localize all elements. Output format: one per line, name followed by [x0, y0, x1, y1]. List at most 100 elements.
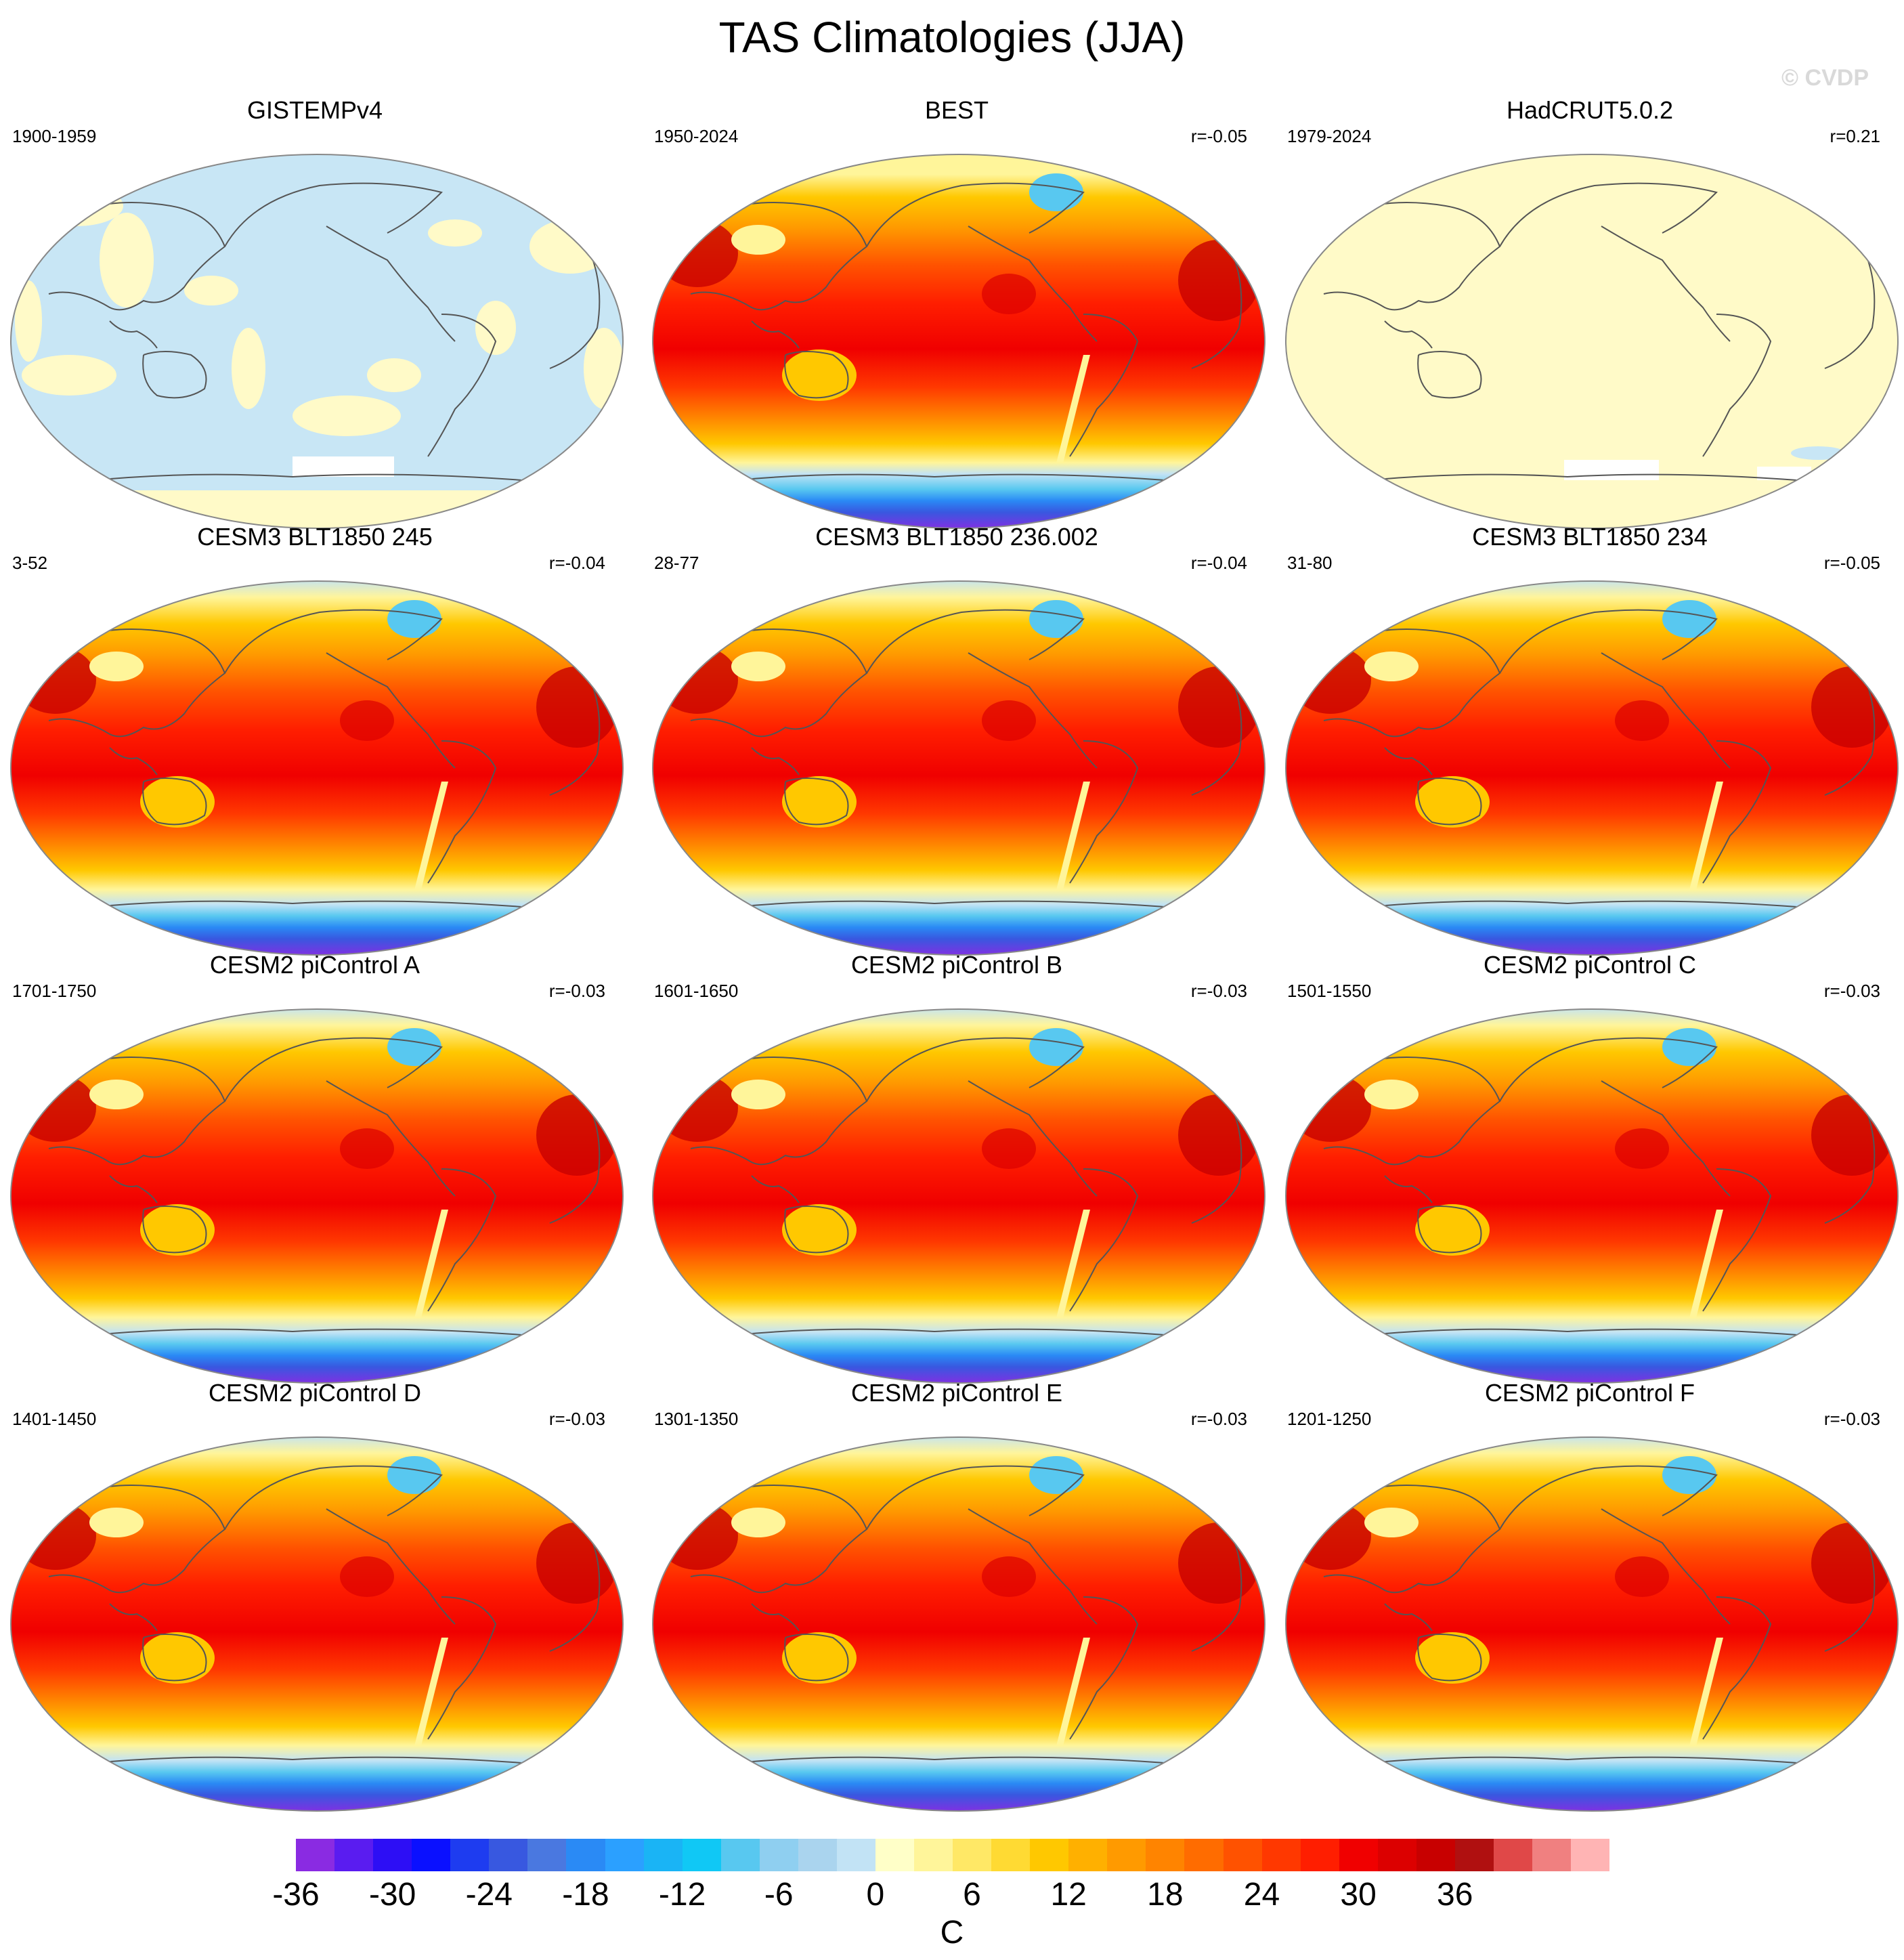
colorbar-swatch — [953, 1839, 992, 1871]
panel-correlation: r=-0.03 — [548, 981, 605, 1001]
colorbar-swatch — [798, 1839, 837, 1871]
world-map — [652, 1008, 1265, 1384]
world-map — [10, 580, 624, 956]
colorbar-tick-label: 18 — [1147, 1877, 1184, 1913]
colorbar-swatch — [1377, 1839, 1416, 1871]
map-panel: CESM2 piControl E 1301-1350 r=-0.03 — [642, 1379, 1272, 1812]
map-panel: HadCRUT5.0.2 1979-2024 r=0.21 — [1275, 96, 1904, 530]
panel-correlation: r=-0.04 — [548, 553, 605, 573]
panel-correlation: r=-0.05 — [1823, 553, 1880, 573]
panel-correlation: r=-0.03 — [548, 1409, 605, 1429]
colorbar-swatch — [1454, 1839, 1494, 1871]
panel-year-range: 1701-1750 — [12, 981, 97, 1001]
panel-title: CESM2 piControl F — [1484, 1379, 1695, 1407]
colorbar-swatch — [373, 1839, 412, 1871]
panel-title: CESM3 BLT1850 245 — [197, 523, 433, 551]
panel-year-range: 1501-1550 — [1287, 981, 1372, 1001]
world-map — [652, 154, 1265, 529]
colorbar-tick-label: -12 — [658, 1877, 706, 1913]
world-map — [10, 154, 624, 529]
colorbar-swatch — [1416, 1839, 1455, 1871]
map-panel: CESM3 BLT1850 236.002 28-77 r=-0.04 — [642, 523, 1272, 956]
map-panel: CESM2 piControl B 1601-1650 r=-0.03 — [642, 951, 1272, 1384]
colorbar-swatch — [1107, 1839, 1146, 1871]
panel-title: CESM3 BLT1850 234 — [1472, 523, 1708, 551]
colorbar-tick-labels: -36 -30 -24 -18 -12 -6 0 6 12 18 24 30 36 — [272, 1876, 1609, 1917]
panel-year-range: 1301-1350 — [654, 1409, 739, 1429]
panel-year-range: 28-77 — [654, 553, 699, 573]
colorbar-swatch — [1146, 1839, 1185, 1871]
panel-title: BEST — [924, 96, 989, 124]
colorbar-swatch — [643, 1839, 683, 1871]
world-map — [10, 1436, 624, 1812]
map-panel: CESM2 piControl F 1201-1250 r=-0.03 — [1275, 1379, 1904, 1812]
world-map — [1285, 1008, 1899, 1384]
colorbar-swatch — [296, 1839, 335, 1871]
panel-year-range: 1900-1959 — [12, 126, 97, 146]
colorbar-swatch — [1532, 1839, 1572, 1871]
panel-title: HadCRUT5.0.2 — [1506, 96, 1674, 124]
colorbar-swatch — [1339, 1839, 1378, 1871]
world-map — [652, 580, 1265, 956]
colorbar-unit-label: C — [940, 1915, 964, 1951]
colorbar-swatch — [1300, 1839, 1339, 1871]
world-map — [1285, 1436, 1899, 1812]
colorbar-tick-label: -30 — [368, 1877, 416, 1913]
world-map — [652, 1436, 1265, 1812]
colorbar-tick-label: -36 — [272, 1877, 320, 1913]
world-map — [1285, 580, 1899, 956]
map-panel: CESM2 piControl D 1401-1450 r=-0.03 — [0, 1379, 630, 1812]
colorbar-tick-label: 12 — [1050, 1877, 1087, 1913]
panel-correlation: r=-0.03 — [1190, 981, 1247, 1001]
colorbar-swatch — [1223, 1839, 1262, 1871]
panel-year-range: 31-80 — [1287, 553, 1333, 573]
colorbar-swatch — [1184, 1839, 1224, 1871]
panel-title: CESM2 piControl D — [208, 1379, 422, 1407]
panel-title: CESM2 piControl C — [1483, 951, 1697, 979]
panel-correlation: r=-0.04 — [1190, 553, 1247, 573]
colorbar-swatch — [489, 1839, 528, 1871]
colorbar-swatch — [759, 1839, 798, 1871]
panel-correlation: r=-0.03 — [1823, 1409, 1880, 1429]
panel-correlation: r=-0.05 — [1190, 126, 1247, 146]
colorbar-tick-label: 36 — [1437, 1877, 1473, 1913]
world-map — [1285, 154, 1899, 529]
colorbar — [296, 1839, 1610, 1871]
map-panel: CESM2 piControl C 1501-1550 r=-0.03 — [1275, 951, 1904, 1384]
panel-year-range: 1601-1650 — [654, 981, 739, 1001]
colorbar-tick-label: 0 — [866, 1877, 885, 1913]
colorbar-swatch — [450, 1839, 490, 1871]
map-panel: CESM2 piControl A 1701-1750 r=-0.03 — [0, 951, 630, 1384]
colorbar-tick-label: 6 — [963, 1877, 981, 1913]
colorbar-swatch — [720, 1839, 760, 1871]
panel-year-range: 1201-1250 — [1287, 1409, 1372, 1429]
colorbar-swatch — [412, 1839, 451, 1871]
colorbar-swatch — [875, 1839, 914, 1871]
panel-correlation: r=-0.03 — [1823, 981, 1880, 1001]
panel-correlation: r=0.21 — [1830, 126, 1880, 146]
panel-title: CESM2 piControl A — [209, 951, 420, 979]
panel-year-range: 1950-2024 — [654, 126, 739, 146]
colorbar-swatch — [1571, 1839, 1610, 1871]
map-panel: BEST 1950-2024 r=-0.05 — [642, 96, 1272, 530]
map-panel: CESM3 BLT1850 234 31-80 r=-0.05 — [1275, 523, 1904, 956]
panel-year-range: 1401-1450 — [12, 1409, 97, 1429]
map-panel: CESM3 BLT1850 245 3-52 r=-0.04 — [0, 523, 630, 956]
colorbar-swatch — [605, 1839, 644, 1871]
map-panel: GISTEMPv4 1900-1959 — [0, 96, 630, 530]
panel-correlation: r=-0.03 — [1190, 1409, 1247, 1429]
colorbar-tick-label: -24 — [465, 1877, 513, 1913]
colorbar-tick-label: -6 — [764, 1877, 794, 1913]
colorbar-swatch — [527, 1839, 567, 1871]
cvdp-watermark: © CVDP — [1781, 65, 1869, 91]
colorbar-swatch — [566, 1839, 605, 1871]
panel-title: CESM2 piControl E — [850, 1379, 1063, 1407]
panel-title: CESM3 BLT1850 236.002 — [815, 523, 1098, 551]
world-map — [10, 1008, 624, 1384]
panel-year-range: 3-52 — [12, 553, 48, 573]
colorbar-tick-label: 30 — [1340, 1877, 1377, 1913]
figure-title: TAS Climatologies (JJA) — [718, 13, 1186, 62]
colorbar-swatch — [1068, 1839, 1108, 1871]
colorbar-tick-label: -18 — [562, 1877, 609, 1913]
colorbar-swatch — [334, 1839, 374, 1871]
